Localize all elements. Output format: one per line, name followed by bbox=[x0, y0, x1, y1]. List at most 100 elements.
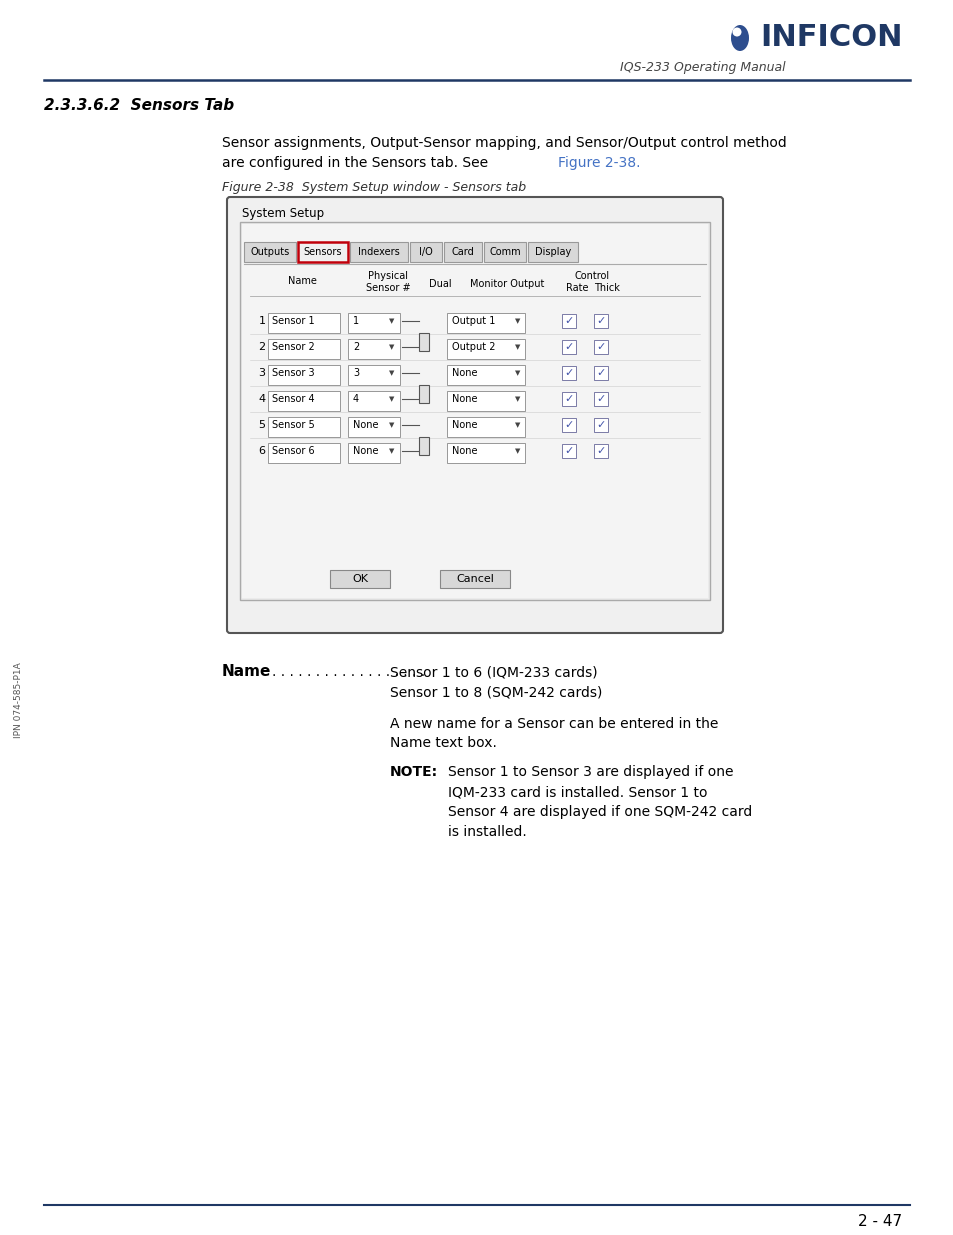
Text: 3: 3 bbox=[353, 368, 358, 378]
Text: 4: 4 bbox=[353, 394, 358, 404]
Bar bbox=[594, 366, 607, 380]
Text: Sensor 1 to Sensor 3 are displayed if one: Sensor 1 to Sensor 3 are displayed if on… bbox=[448, 764, 733, 779]
Text: Sensors: Sensors bbox=[303, 247, 342, 257]
Bar bbox=[297, 242, 348, 262]
Text: I/O: I/O bbox=[418, 247, 433, 257]
Bar bbox=[268, 338, 339, 359]
Bar bbox=[348, 391, 399, 411]
Text: . . . . . . . . . . . . . . . . . .: . . . . . . . . . . . . . . . . . . bbox=[272, 664, 425, 679]
Text: 2.3.3.6.2  Sensors Tab: 2.3.3.6.2 Sensors Tab bbox=[44, 98, 233, 112]
Text: 2 - 47: 2 - 47 bbox=[857, 1214, 902, 1230]
Bar bbox=[561, 340, 576, 354]
Bar bbox=[594, 445, 607, 458]
FancyBboxPatch shape bbox=[227, 198, 722, 634]
Text: Sensor 4: Sensor 4 bbox=[272, 394, 314, 404]
Bar bbox=[594, 314, 607, 329]
Text: Display: Display bbox=[535, 247, 571, 257]
Bar bbox=[443, 242, 481, 262]
Bar bbox=[594, 417, 607, 432]
Text: Figure 2-38.: Figure 2-38. bbox=[558, 156, 639, 170]
Text: Output 1: Output 1 bbox=[452, 316, 495, 326]
Text: ✓: ✓ bbox=[564, 342, 573, 352]
Text: Monitor Output: Monitor Output bbox=[469, 279, 543, 289]
Text: ▼: ▼ bbox=[389, 370, 395, 375]
Bar bbox=[594, 391, 607, 406]
Bar bbox=[447, 338, 524, 359]
Text: System Setup: System Setup bbox=[242, 207, 324, 221]
Text: ✓: ✓ bbox=[564, 420, 573, 430]
Bar bbox=[244, 242, 295, 262]
Bar bbox=[348, 443, 399, 463]
Text: Sensor 1: Sensor 1 bbox=[272, 316, 314, 326]
Text: Control: Control bbox=[574, 270, 609, 282]
Bar bbox=[348, 366, 399, 385]
Bar bbox=[447, 443, 524, 463]
Text: A new name for a Sensor can be entered in the: A new name for a Sensor can be entered i… bbox=[390, 718, 718, 731]
Text: ✓: ✓ bbox=[564, 394, 573, 404]
Bar bbox=[561, 417, 576, 432]
Text: 2: 2 bbox=[353, 342, 359, 352]
Bar bbox=[594, 340, 607, 354]
Bar bbox=[447, 391, 524, 411]
Text: IPN 074-585-P1A: IPN 074-585-P1A bbox=[13, 662, 23, 737]
Bar bbox=[330, 571, 390, 588]
Text: 6: 6 bbox=[258, 446, 265, 456]
Bar bbox=[447, 417, 524, 437]
Bar bbox=[527, 242, 578, 262]
Bar bbox=[483, 242, 525, 262]
Text: ▼: ▼ bbox=[389, 396, 395, 403]
Text: ✓: ✓ bbox=[596, 368, 605, 378]
Text: Cancel: Cancel bbox=[456, 574, 494, 584]
Text: Sensor assignments, Output-Sensor mapping, and Sensor/Output control method: Sensor assignments, Output-Sensor mappin… bbox=[222, 136, 786, 149]
Text: ✓: ✓ bbox=[596, 342, 605, 352]
Text: INFICON: INFICON bbox=[760, 23, 902, 53]
Text: None: None bbox=[452, 394, 477, 404]
Text: ✓: ✓ bbox=[596, 394, 605, 404]
Text: Sensor #: Sensor # bbox=[365, 283, 410, 293]
Bar bbox=[561, 445, 576, 458]
Bar bbox=[350, 242, 408, 262]
Text: 4: 4 bbox=[258, 394, 265, 404]
Text: ✓: ✓ bbox=[564, 368, 573, 378]
Bar bbox=[418, 385, 429, 403]
Text: ✓: ✓ bbox=[596, 316, 605, 326]
Bar bbox=[348, 417, 399, 437]
Bar bbox=[561, 366, 576, 380]
Text: Card: Card bbox=[451, 247, 474, 257]
Bar bbox=[268, 443, 339, 463]
Text: ▼: ▼ bbox=[515, 448, 520, 454]
Bar bbox=[268, 312, 339, 333]
Bar bbox=[242, 224, 707, 598]
Bar bbox=[240, 222, 709, 600]
Text: are configured in the Sensors tab. See: are configured in the Sensors tab. See bbox=[222, 156, 492, 170]
Text: None: None bbox=[353, 446, 378, 456]
Text: None: None bbox=[452, 368, 477, 378]
Bar bbox=[410, 242, 441, 262]
Bar bbox=[268, 417, 339, 437]
Text: IQM-233 card is installed. Sensor 1 to: IQM-233 card is installed. Sensor 1 to bbox=[448, 785, 707, 799]
Ellipse shape bbox=[732, 27, 740, 37]
Text: ▼: ▼ bbox=[389, 422, 395, 429]
Text: ▼: ▼ bbox=[515, 396, 520, 403]
Bar bbox=[418, 437, 429, 454]
Text: 1: 1 bbox=[353, 316, 358, 326]
Text: 2: 2 bbox=[258, 342, 265, 352]
Text: ▼: ▼ bbox=[515, 345, 520, 350]
Text: Comm: Comm bbox=[489, 247, 520, 257]
Text: 3: 3 bbox=[258, 368, 265, 378]
Text: Sensor 5: Sensor 5 bbox=[272, 420, 314, 430]
Text: Sensor 2: Sensor 2 bbox=[272, 342, 314, 352]
Bar bbox=[268, 366, 339, 385]
Bar bbox=[268, 391, 339, 411]
Text: ▼: ▼ bbox=[389, 448, 395, 454]
Bar bbox=[439, 571, 510, 588]
Text: Name text box.: Name text box. bbox=[390, 736, 497, 750]
Text: Rate: Rate bbox=[565, 283, 588, 293]
Text: None: None bbox=[452, 446, 477, 456]
Text: ▼: ▼ bbox=[515, 370, 520, 375]
Text: Figure 2-38  System Setup window - Sensors tab: Figure 2-38 System Setup window - Sensor… bbox=[222, 182, 525, 194]
Text: Outputs: Outputs bbox=[250, 247, 290, 257]
Text: ✓: ✓ bbox=[596, 446, 605, 456]
Text: NOTE:: NOTE: bbox=[390, 764, 437, 779]
Text: OK: OK bbox=[352, 574, 368, 584]
